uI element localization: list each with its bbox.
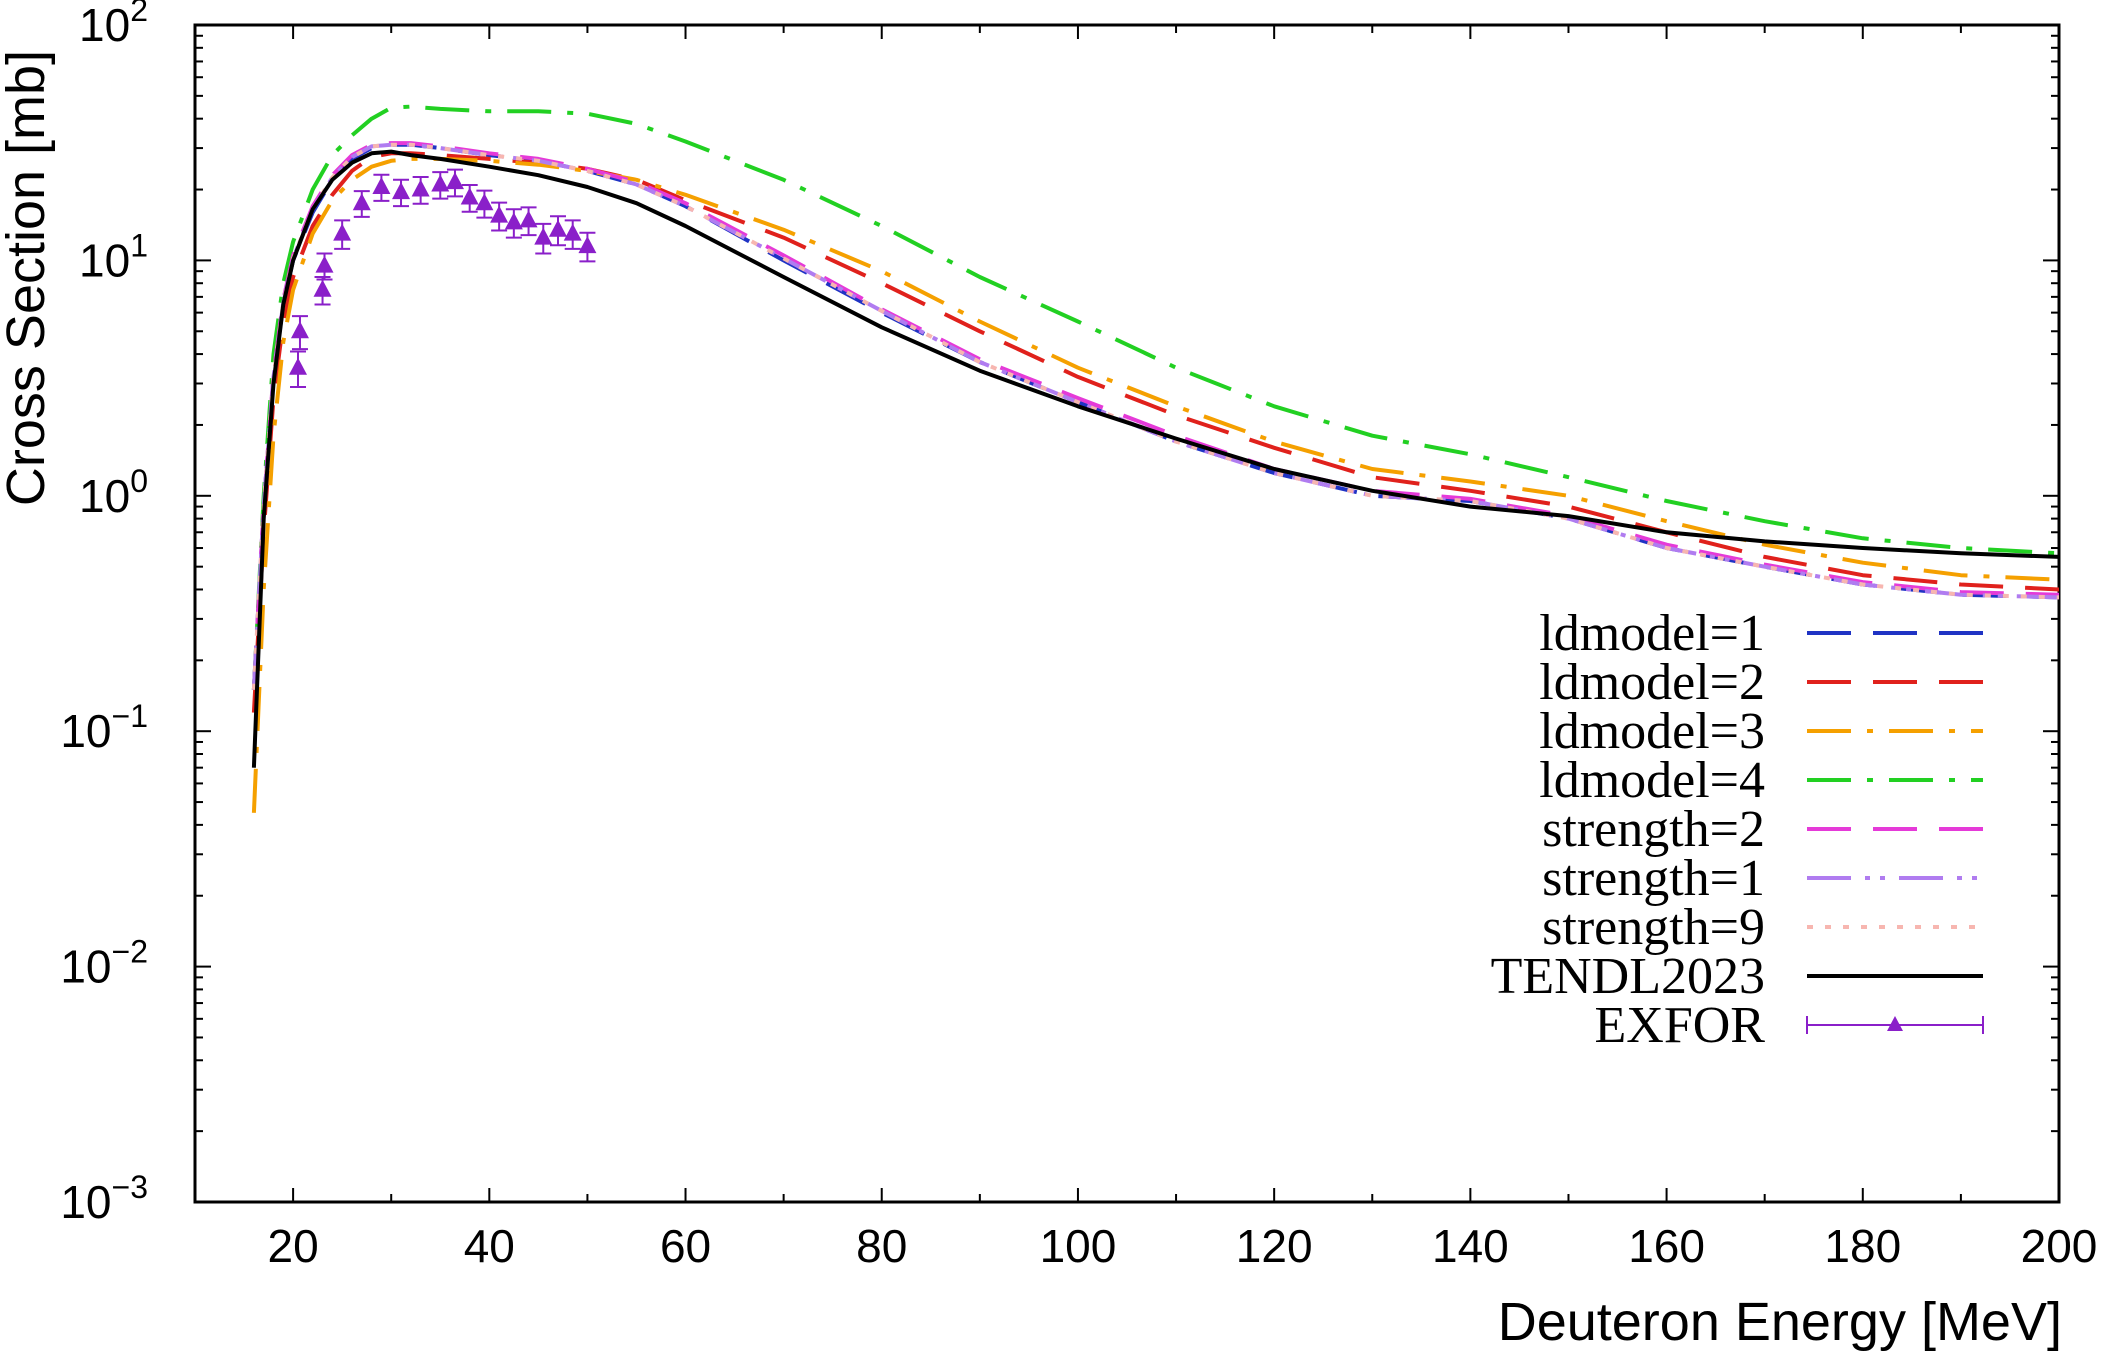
legend-label: TENDL2023 [1491, 948, 1765, 1005]
legend-entry: ldmodel=1 [1539, 605, 1983, 662]
exfor-point [392, 178, 411, 208]
y-tick-label: 100 [79, 463, 148, 522]
legend-entry: strength=2 [1542, 801, 1983, 858]
exfor-point [445, 168, 464, 198]
legend-entry: ldmodel=3 [1539, 703, 1983, 760]
legend-entry: TENDL2023 [1491, 948, 1983, 1005]
exfor-point [504, 208, 523, 239]
exfor-point [563, 219, 582, 250]
exfor-point [519, 206, 538, 237]
exfor-point [411, 176, 430, 205]
exfor-point [313, 276, 332, 306]
exfor-point [548, 215, 567, 247]
series-line-ldmodel-3 [251, 156, 2059, 813]
legend-entry: EXFOR [1595, 997, 1984, 1054]
x-tick-label: 40 [464, 1220, 515, 1272]
exfor-point [289, 350, 308, 388]
x-axis: 20 40 60 80 100 120 140 160 180 200 [194, 25, 2098, 1272]
x-tick-label: 20 [268, 1220, 319, 1272]
y-tick-label: 102 [79, 0, 148, 51]
exfor-point [315, 252, 334, 281]
series-lines [251, 104, 2059, 813]
exfor-point [333, 219, 352, 250]
legend-label: ldmodel=1 [1539, 605, 1765, 662]
x-tick-label: 80 [856, 1220, 907, 1272]
series-line-ldmodel-4 [251, 104, 2059, 690]
plot-frame [193, 23, 2061, 1204]
exfor-point [352, 190, 371, 218]
y-tick-label: 10−2 [60, 934, 148, 993]
legend-label: ldmodel=3 [1539, 703, 1765, 760]
legend-entry: strength=9 [1542, 899, 1983, 956]
series-line-ldmodel-2 [251, 151, 2059, 713]
series-line-tendl2023 [251, 149, 2059, 768]
exfor-point [578, 231, 597, 263]
x-tick-label: 60 [660, 1220, 711, 1272]
x-axis-title: Deuteron Energy [MeV] [1498, 1292, 2062, 1352]
exfor-point [431, 171, 450, 200]
exfor-point [490, 201, 509, 232]
legend-entry: ldmodel=2 [1539, 654, 1983, 711]
legend-label: strength=1 [1542, 850, 1765, 907]
exfor-point [460, 184, 479, 213]
exfor-point [372, 173, 391, 202]
x-tick-label: 200 [2021, 1220, 2098, 1272]
exfor-point [290, 315, 309, 351]
legend-label: ldmodel=4 [1539, 752, 1765, 809]
y-axis-title: Cross Section [mb] [0, 50, 56, 506]
y-tick-label: 10−1 [60, 698, 148, 757]
legend-label: strength=9 [1542, 899, 1765, 956]
legend: ldmodel=1ldmodel=2ldmodel=3ldmodel=4stre… [1491, 605, 1984, 1054]
x-tick-label: 120 [1236, 1220, 1313, 1272]
exfor-point [534, 222, 553, 255]
y-tick-label: 101 [79, 227, 148, 286]
y-tick-label: 10−3 [60, 1169, 148, 1228]
y-axis: 10−3 10−2 10−1 100 101 102 [60, 0, 2059, 1228]
legend-label: EXFOR [1595, 997, 1766, 1054]
exfor-point [475, 189, 494, 219]
x-tick-label: 160 [1628, 1220, 1705, 1272]
x-tick-label: 100 [1040, 1220, 1117, 1272]
exfor-points [289, 168, 597, 388]
x-tick-label: 180 [1824, 1220, 1901, 1272]
x-tick-label: 140 [1432, 1220, 1509, 1272]
legend-label: strength=2 [1542, 801, 1765, 858]
legend-entry: strength=1 [1542, 850, 1983, 907]
legend-entry: ldmodel=4 [1539, 752, 1983, 809]
legend-label: ldmodel=2 [1539, 654, 1765, 711]
